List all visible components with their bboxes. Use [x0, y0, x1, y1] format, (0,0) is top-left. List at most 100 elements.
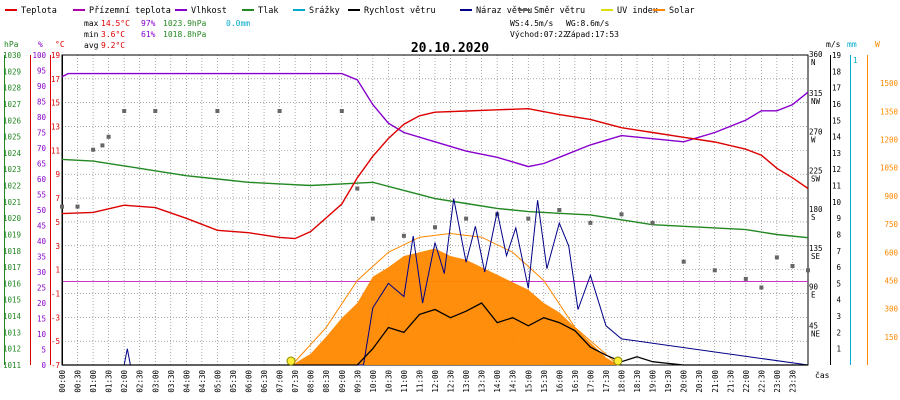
axis-unit-mm: mm	[847, 40, 857, 49]
axis-tick-ms: 6	[836, 263, 841, 272]
axis-tick-temp: 19	[51, 51, 60, 60]
series-wind-direction-point	[401, 233, 406, 238]
legend: Teplota Přízemní teplota Vlhkost Tlak Srážky…	[5, 6, 695, 16]
axis-tick-dir-name: NE	[811, 329, 821, 338]
axis-tick-time: 04:00	[182, 370, 191, 393]
axis-tick-hpa: 1025	[3, 133, 21, 142]
axis-tick-time: 11:00	[400, 370, 409, 393]
stat-min-hum: 61%	[141, 30, 156, 39]
axis-tick-hpa: 1026	[3, 116, 22, 125]
axis-unit-solar: W	[875, 40, 880, 49]
legend-label: Tlak	[258, 6, 278, 16]
stat-max-rain: 0.0mm	[226, 19, 250, 28]
series-wind-direction-point	[495, 212, 500, 217]
axis-tick-time: 10:00	[369, 370, 378, 393]
axis-tick-hpa: 1013	[3, 328, 21, 337]
axis-tick-solar: 450	[884, 276, 898, 285]
axis-tick-pct: 25	[37, 284, 46, 293]
series-wind-direction-point	[743, 276, 748, 281]
axis-tick-solar: 1050	[880, 164, 899, 173]
axis-tick-time: 18:00	[618, 370, 627, 393]
series-wind-direction-point	[712, 268, 717, 273]
axis-tick-hpa: 1019	[3, 230, 21, 239]
axis-tick-dir: 180	[809, 205, 823, 214]
axis-tick-ms: 8	[836, 230, 841, 239]
axis-tick-time: 04:30	[198, 370, 207, 393]
axis-tick-solar: 1200	[880, 136, 899, 145]
axis-tick-hpa: 1024	[3, 149, 22, 158]
axis-tick-pct: 70	[37, 144, 47, 153]
series-pressure-line	[61, 158, 809, 239]
axis-tick-time: 06:30	[260, 370, 269, 393]
axis-tick-time: 09:00	[338, 370, 347, 393]
axis-tick-ms: 11	[832, 182, 841, 191]
axis-tick-temp: 9	[55, 170, 60, 179]
axis-tick-time: 23:30	[788, 370, 797, 393]
axis-tick-temp: 1	[55, 266, 60, 275]
axis-tick-dir-name: NW	[811, 97, 821, 106]
axis-tick-dir: 270	[809, 128, 823, 137]
axis-tick-time: 00:30	[74, 370, 83, 393]
axis-tick-hpa: 1012	[3, 345, 21, 354]
series-wind-direction-point	[339, 109, 344, 113]
chart-title: 20.10.2020	[411, 41, 489, 56]
series-wind-direction-point	[774, 255, 779, 260]
axis-tick-solar: 1500	[880, 79, 899, 88]
sun-event-marker	[613, 356, 623, 366]
series-wind-direction-point	[650, 220, 655, 225]
axis-tick-ms: 9	[836, 214, 841, 223]
axis-tick-hpa: 1011	[3, 361, 21, 370]
axis-tick-time: 17:00	[586, 370, 595, 393]
axis-tick-temp: -7	[51, 361, 60, 370]
series-wind-direction-point	[588, 220, 593, 225]
axis-tick-dir-name: E	[811, 291, 816, 300]
axis-tick-time: 15:00	[524, 370, 533, 393]
axis-tick-ms: 3	[836, 312, 841, 321]
axis-tick-hpa: 1016	[3, 279, 22, 288]
axis-tick-hpa: 1029	[3, 67, 21, 76]
stat-max-label: max	[84, 19, 99, 28]
stat-min-temp: 3.6°C	[101, 30, 125, 39]
stat-max-press: 1023.9hPa	[163, 19, 207, 28]
axis-tick-ms: 1	[836, 345, 841, 354]
legend-label: Náraz větru	[476, 6, 532, 16]
axis-tick-hpa: 1030	[3, 51, 22, 60]
axis-tick-pct: 0	[41, 361, 46, 370]
series-wind-direction-point	[153, 109, 158, 113]
axis-tick-time: 02:00	[120, 370, 129, 393]
series-wind-direction-point	[60, 204, 64, 209]
axis-tick-hpa: 1028	[3, 84, 22, 93]
axis-tick-time: 14:30	[509, 370, 518, 393]
axis-tick-pct: 20	[37, 299, 47, 308]
axis-tick-time: 20:00	[680, 370, 689, 393]
axis-tick-temp: 11	[51, 146, 60, 155]
axis-tick-hpa: 1021	[3, 198, 21, 207]
axis-tick-hpa: 1015	[3, 296, 21, 305]
axis-tick-time: 02:30	[136, 370, 145, 393]
axis-tick-pct: 50	[37, 206, 47, 215]
axis-tick-solar: 600	[884, 248, 898, 257]
stat-avg-label: avg	[84, 41, 99, 50]
axis-tick-dir-name: SE	[811, 252, 821, 261]
axis-tick-pct: 55	[37, 191, 46, 200]
axis-tick-solar: 150	[884, 333, 898, 342]
axis-tick-hpa: 1017	[3, 263, 21, 272]
series-wind-gust-line	[62, 198, 809, 366]
axis-tick-dir-name: N	[811, 58, 816, 67]
axis-tick-temp: 15	[51, 99, 60, 108]
axis-tick-hpa: 1020	[3, 214, 22, 223]
axis-tick-ms: 12	[832, 165, 841, 174]
series-wind-direction-point	[526, 216, 531, 221]
axis-tick-pct: 65	[37, 160, 46, 169]
axis-tick-time: 03:00	[151, 370, 160, 393]
axis-tick-time: 05:30	[229, 370, 238, 393]
stat-min-press: 1018.8hPa	[163, 30, 207, 39]
axis-tick-time: 13:00	[462, 370, 471, 393]
axis-tick-ms: 4	[836, 296, 841, 305]
axis-tick-temp: -3	[51, 313, 60, 322]
axis-tick-time: 16:00	[555, 370, 564, 393]
axis-tick-temp: 5	[55, 218, 60, 227]
legend-label: Vlhkost	[191, 6, 227, 16]
